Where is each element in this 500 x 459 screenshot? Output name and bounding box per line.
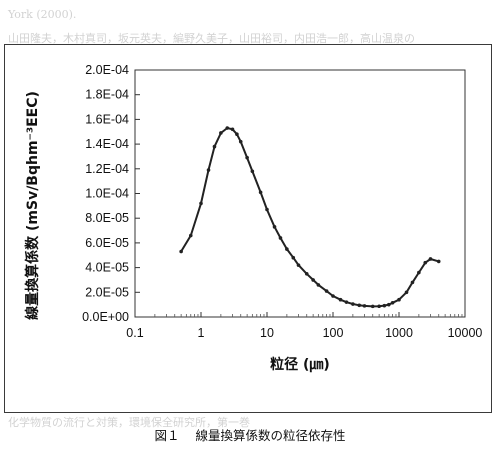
data-point	[245, 155, 249, 160]
data-point	[265, 207, 269, 212]
data-point	[291, 255, 296, 260]
y-tick-label: 8.0E-05	[85, 211, 129, 225]
data-point	[212, 144, 217, 149]
data-point	[235, 132, 239, 137]
data-point	[404, 290, 409, 295]
caption-text: 線量換算係数の粒径依存性	[195, 428, 346, 443]
data-point	[344, 300, 349, 304]
x-tick-label: 0.1	[126, 326, 143, 340]
data-point	[316, 283, 321, 287]
data-point	[331, 294, 335, 298]
data-point	[199, 201, 203, 206]
data-point	[285, 247, 289, 251]
y-axis-title: 線量換算係数 (mSv/Bqhm⁻³EEC)	[24, 91, 41, 320]
data-point	[428, 257, 433, 261]
chart-svg: 0.0E+00 2.0E-05 4.0E-05 6.0E-05 8.0E-05 1.0E-…	[24, 63, 483, 374]
data-point	[382, 303, 387, 308]
data-point	[219, 131, 223, 135]
plot-area-border	[134, 69, 466, 318]
x-axis-title: 粒径 (㎛)	[270, 356, 330, 374]
data-point	[377, 304, 381, 309]
data-point	[436, 259, 441, 264]
data-point	[206, 168, 211, 172]
data-point	[362, 304, 367, 308]
background-text-line: 山田隆夫，木村真司，坂元英夫，編野久美子，山田裕司，内田浩一郎，高山温泉の	[8, 32, 415, 45]
x-tick-label: 10000	[448, 326, 483, 340]
y-tick-label: 1.8E-04	[85, 88, 129, 102]
data-point	[238, 139, 243, 144]
y-tick-label: 1.0E-04	[85, 187, 129, 201]
background-text-line: 化学物質の流行と対策，環境保全研究所，第一巻	[8, 416, 250, 429]
data-point	[188, 233, 193, 238]
x-tick-label: 1000	[385, 326, 413, 340]
data-point	[225, 126, 230, 130]
data-point	[351, 302, 355, 306]
data-point	[272, 225, 277, 229]
data-point	[397, 297, 401, 302]
x-tick-label: 1	[198, 326, 205, 340]
data-point	[338, 297, 343, 302]
y-tick-label: 1.6E-04	[85, 112, 129, 126]
data-point	[250, 169, 255, 174]
data-point	[258, 190, 263, 195]
chart-frame: 0.0E+00 2.0E-05 4.0E-05 6.0E-05 8.0E-05 1.0E-…	[4, 44, 492, 413]
series-line	[180, 127, 439, 308]
data-point	[278, 236, 283, 240]
y-tick-label: 0.0E+00	[82, 310, 129, 324]
figure-caption: 図１ 線量換算係数の粒径依存性	[0, 425, 500, 444]
x-tick-label: 10	[260, 326, 274, 340]
data-point	[357, 303, 362, 308]
data-point	[410, 280, 415, 285]
y-tick-label: 1.4E-04	[85, 137, 129, 151]
data-point	[304, 271, 309, 276]
data-point	[324, 289, 329, 293]
y-tick-label: 1.2E-04	[85, 162, 129, 176]
background-text-line: York (2000).	[8, 8, 77, 21]
x-tick-label: 100	[323, 326, 344, 340]
y-tick-label: 2.0E-04	[85, 63, 129, 77]
caption-label: 図１	[154, 428, 180, 443]
data-point	[417, 270, 421, 275]
y-tick-label: 4.0E-05	[85, 261, 129, 275]
y-tick-label: 2.0E-05	[85, 285, 129, 299]
data-point	[390, 300, 395, 305]
data-point	[423, 260, 428, 265]
y-tick-label: 6.0E-05	[85, 236, 129, 250]
data-point	[296, 263, 301, 267]
data-point	[230, 127, 235, 132]
data-point	[311, 278, 315, 282]
data-point	[179, 249, 183, 254]
data-point	[386, 302, 391, 307]
data-point	[370, 304, 375, 309]
